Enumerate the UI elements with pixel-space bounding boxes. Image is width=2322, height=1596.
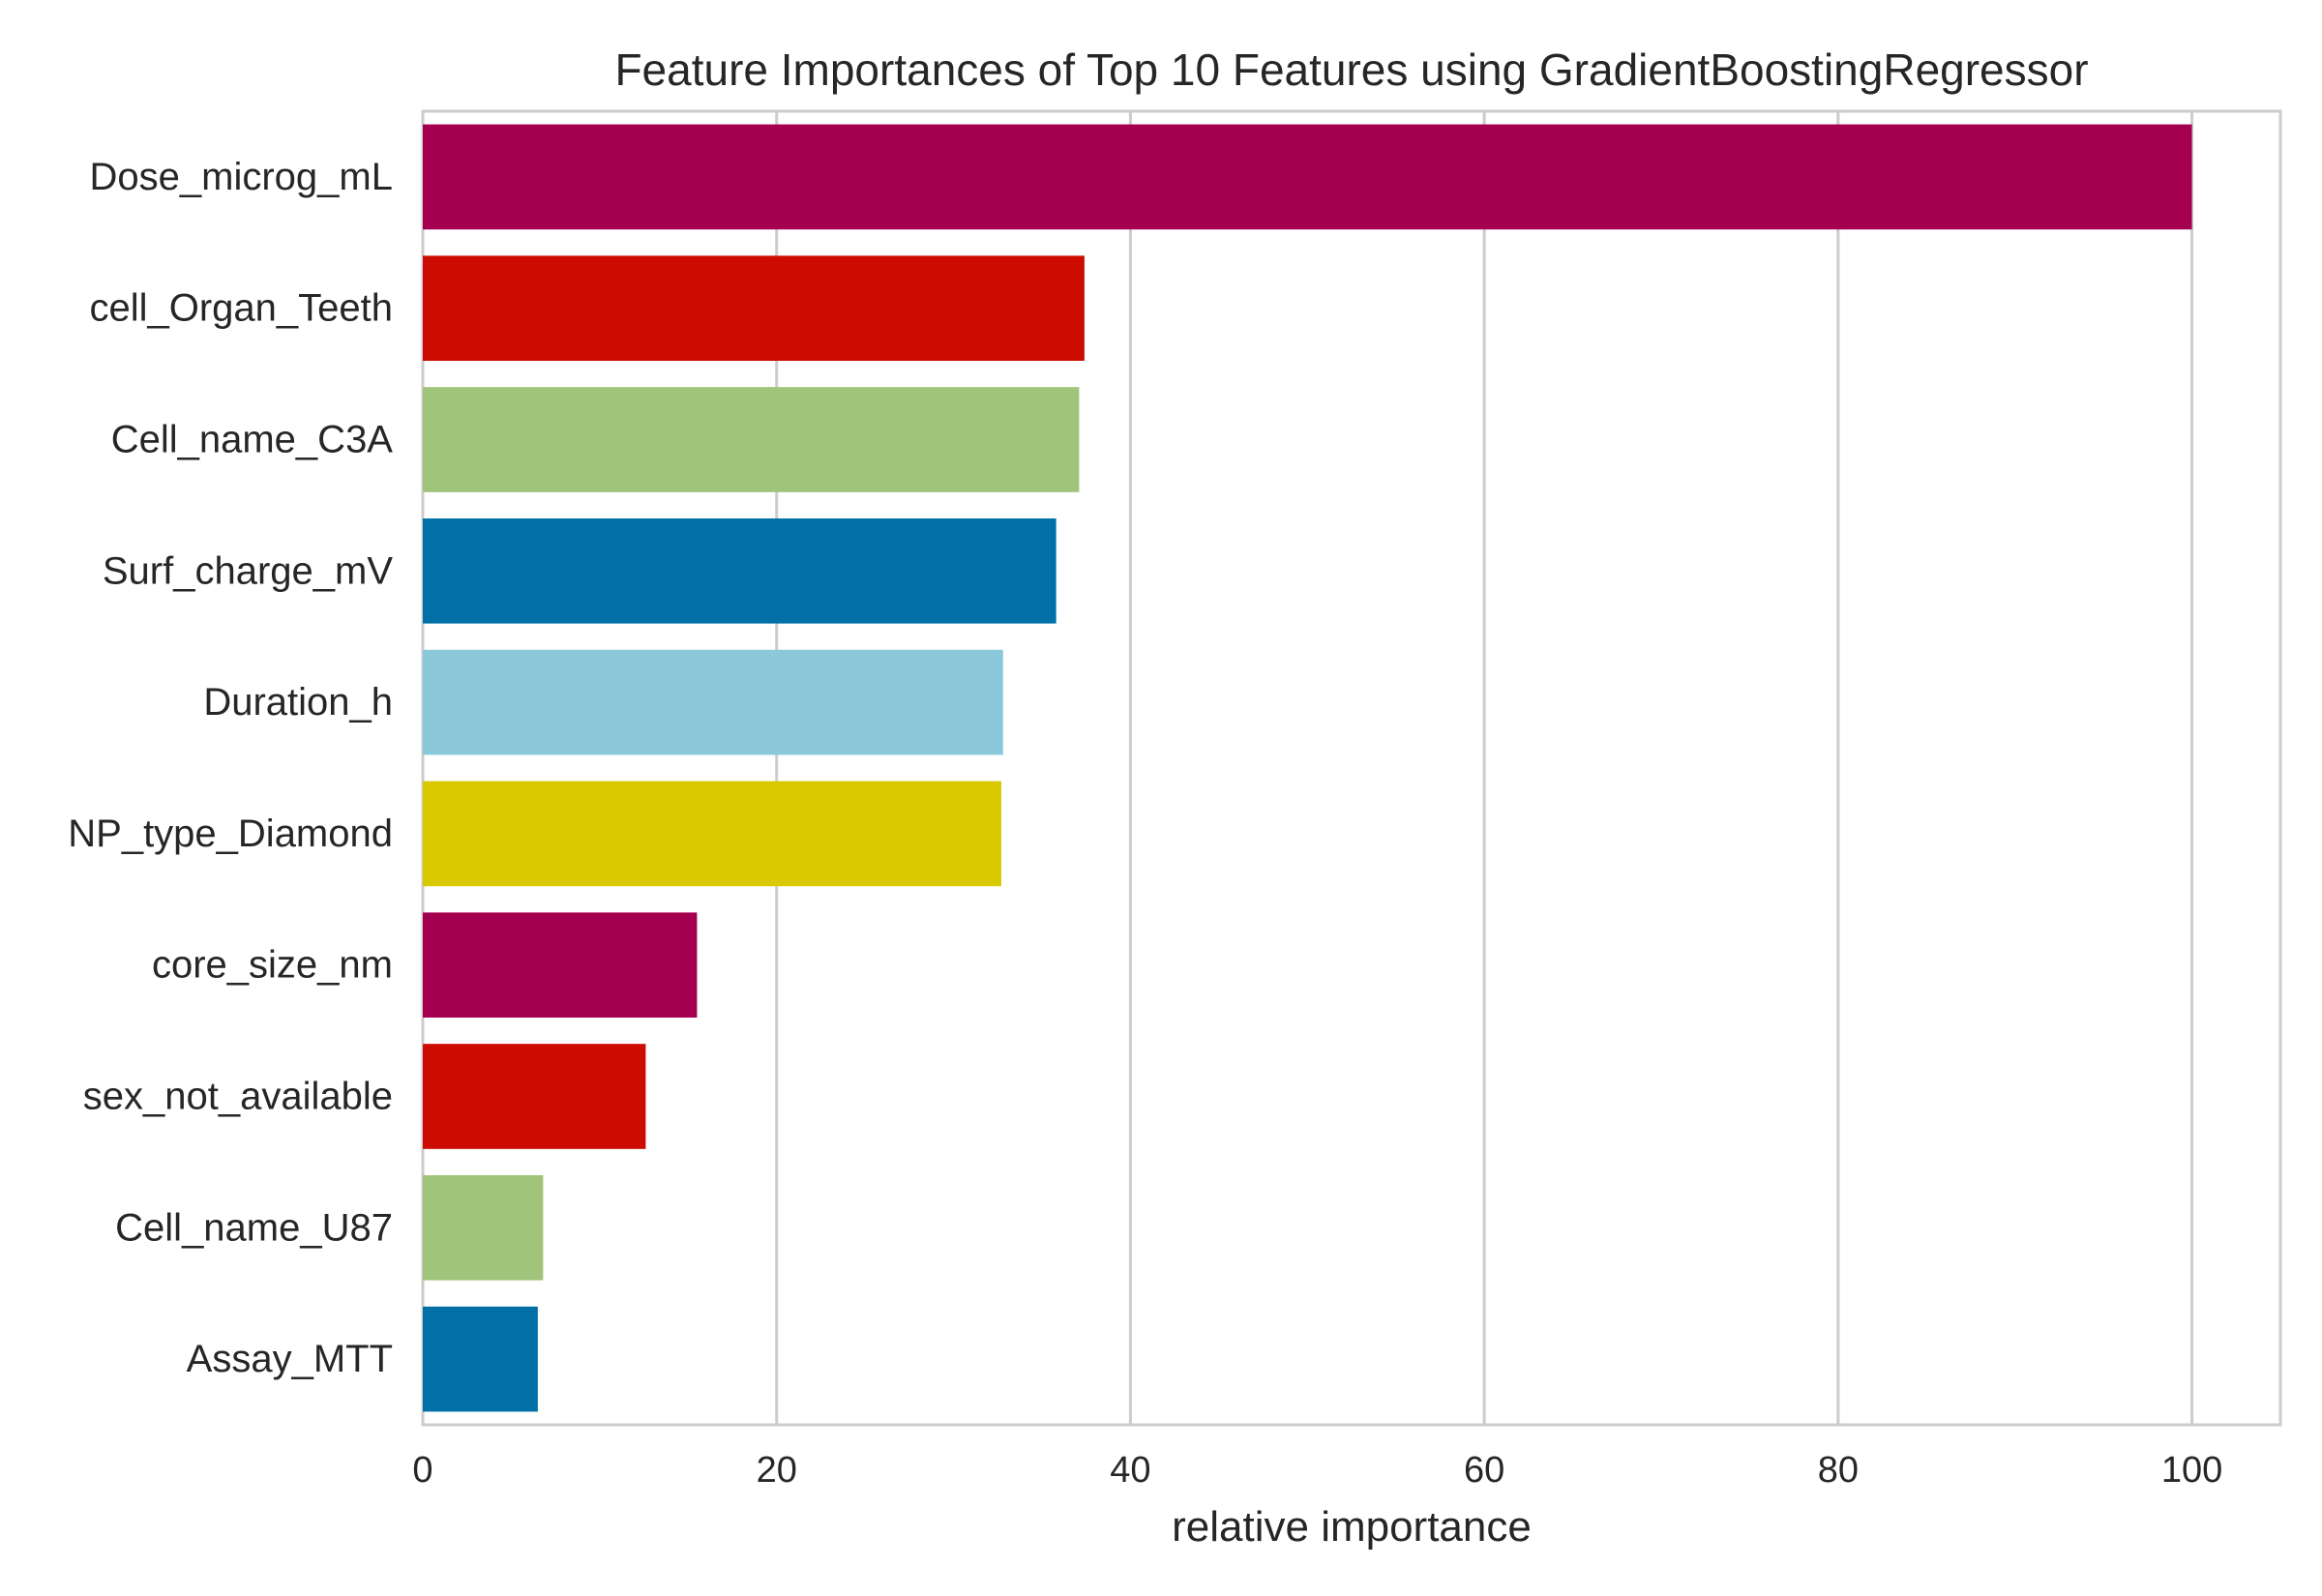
y-tick-label: Dose_microg_mL <box>90 156 393 198</box>
chart-title: Feature Importances of Top 10 Features u… <box>614 44 2088 95</box>
y-tick-label: Cell_name_C3A <box>111 419 394 461</box>
bars <box>423 124 2192 1412</box>
x-tick-label: 100 <box>2161 1450 2222 1491</box>
bar-cell_Organ_Teeth <box>423 255 1085 362</box>
plot-frame <box>421 109 2282 1427</box>
bar-sex_not_available <box>423 1044 646 1149</box>
bar-Duration_h <box>423 649 1003 755</box>
x-tick-labels: 0 20 40 60 80 100 <box>412 1450 2222 1491</box>
x-tick-label: 0 <box>412 1450 432 1491</box>
y-tick-label: Surf_charge_mV <box>103 549 393 592</box>
y-tick-label: NP_type_Diamond <box>68 813 393 855</box>
bar-Assay_MTT <box>423 1306 538 1412</box>
y-tick-labels: Dose_microg_mL cell_Organ_Teeth Cell_name_… <box>68 156 393 1380</box>
y-tick-label: cell_Organ_Teeth <box>89 287 393 330</box>
bar-Cell_name_U87 <box>423 1174 544 1281</box>
y-tick-label: Cell_name_U87 <box>115 1206 393 1249</box>
x-tick-label: 40 <box>1110 1450 1150 1491</box>
x-tick-label: 20 <box>757 1450 797 1491</box>
bar-Dose_microg_mL <box>423 124 2192 230</box>
y-tick-label: Duration_h <box>203 681 393 724</box>
y-tick-label: core_size_nm <box>152 944 393 987</box>
y-tick-label: sex_not_available <box>83 1076 393 1118</box>
x-axis-label: relative importance <box>1172 1503 1532 1551</box>
x-tick-label: 80 <box>1818 1450 1859 1491</box>
x-tick-label: 60 <box>1464 1450 1504 1491</box>
bar-Cell_name_C3A <box>423 387 1080 492</box>
bar-Surf_charge_mV <box>423 517 1057 624</box>
y-tick-label: Assay_MTT <box>187 1338 393 1380</box>
bar-NP_type_Diamond <box>423 781 1001 887</box>
bar-core_size_nm <box>423 912 698 1019</box>
